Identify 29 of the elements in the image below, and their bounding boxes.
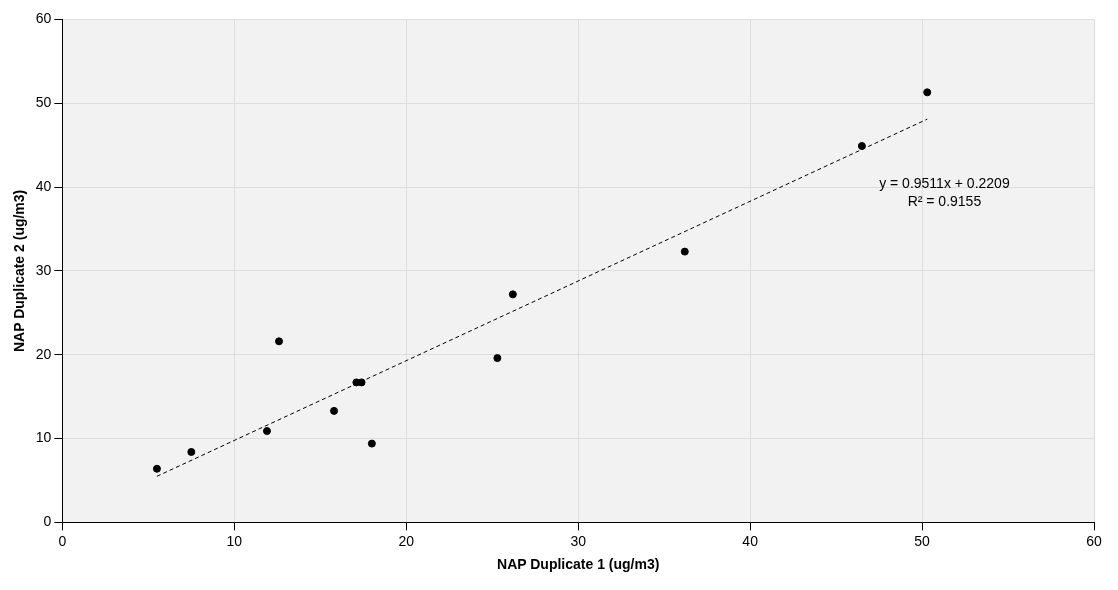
y-tick-label: 30 (35, 261, 52, 278)
annotation: y = 0.9511x + 0.2209 (879, 174, 1010, 191)
y-tick-label: 50 (35, 94, 52, 111)
y-tick-label: 60 (35, 10, 52, 27)
point (493, 354, 502, 363)
point (262, 427, 271, 436)
annotation: R² = 0.9155 (907, 192, 982, 209)
y-tick-label: 0 (43, 513, 52, 530)
x-tick-label: 0 (58, 532, 67, 549)
point (275, 337, 284, 346)
y-tick-label: 40 (35, 177, 52, 194)
point (857, 141, 866, 150)
x-tick-label: 30 (570, 532, 587, 549)
y-axis-title: NAP Duplicate 2 (ug/m3) (11, 189, 28, 353)
point (923, 88, 932, 97)
y-tick-label: 10 (35, 429, 52, 446)
x-tick-label: 20 (398, 532, 415, 549)
y-tick-label: 20 (35, 345, 52, 362)
point (680, 247, 689, 256)
point (367, 439, 376, 448)
x-tick-label: 40 (742, 532, 759, 549)
point (508, 290, 517, 299)
point (330, 406, 339, 415)
point (152, 464, 161, 473)
x-tick-label: 50 (914, 532, 931, 549)
x-axis-title: NAP Duplicate 1 (ug/m3) (497, 556, 660, 573)
x-tick-label: 10 (226, 532, 243, 549)
x-tick-label: 60 (1086, 532, 1102, 549)
point (187, 447, 196, 456)
